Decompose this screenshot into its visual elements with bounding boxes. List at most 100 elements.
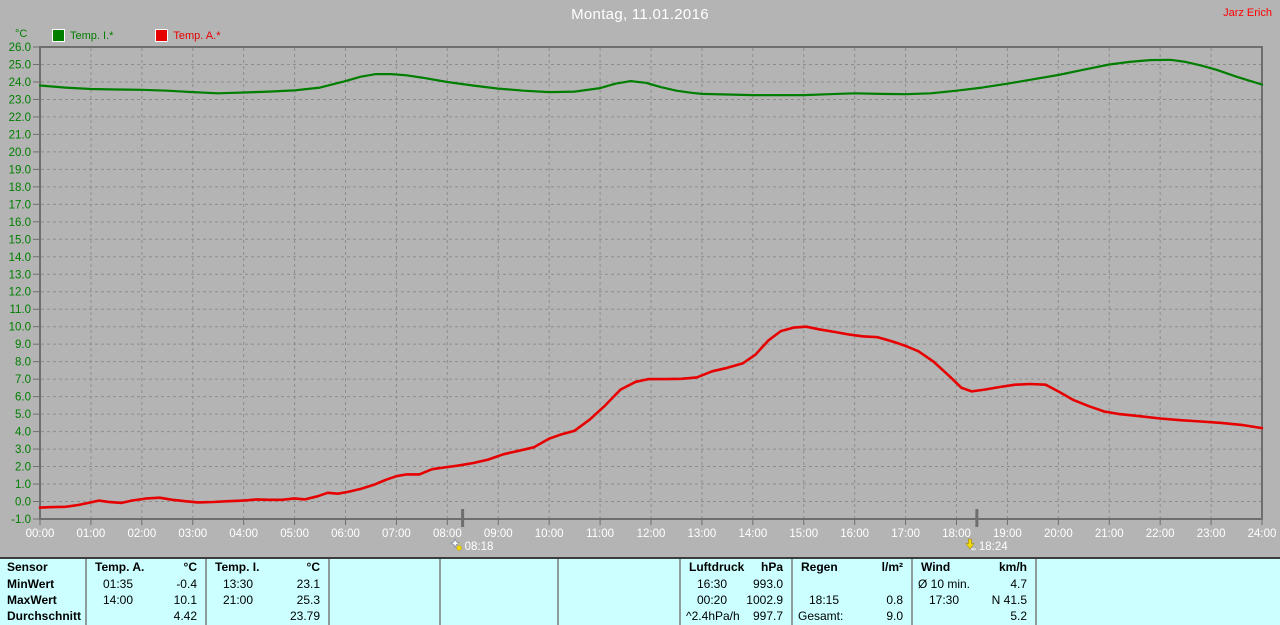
stats-cell-temp-i-avg: 23.79	[289, 609, 320, 623]
row-label-maxwert: MaxWert	[7, 593, 57, 607]
stats-cell-temp-i-max: 21:00 25.3	[223, 593, 320, 607]
stats-cell-spacer-2-min	[441, 576, 557, 592]
stats-header-temp-i: Temp. I. °C	[215, 560, 320, 574]
y-tick-label: 22.0	[9, 112, 31, 124]
x-tick-label: 06:00	[331, 528, 360, 540]
stats-cell-spacer-4-avg	[1037, 608, 1280, 624]
stats-cell-luftdruck-min: 16:30 993.0	[697, 577, 783, 591]
x-tick-label: 13:00	[688, 528, 717, 540]
x-tick-label: 03:00	[178, 528, 207, 540]
stats-cell-spacer-2-max	[441, 592, 557, 608]
stats-col-spacer-2	[441, 559, 559, 625]
stats-cell-temp-a-max: 14:00 10.1	[103, 593, 197, 607]
y-tick-label: 26.0	[9, 42, 31, 54]
y-tick-label: 7.0	[15, 374, 31, 386]
y-tick-label: 12.0	[9, 287, 31, 299]
y-tick-label: 2.0	[15, 462, 31, 474]
y-tick-label: 5.0	[15, 409, 31, 421]
y-tick-label: 16.0	[9, 217, 31, 229]
x-tick-label: 04:00	[229, 528, 258, 540]
temperature-chart: -1.0 0.0 1.0 2.0 3.0 4.0 5.0 6.0 7.0 8.0 9.0 10.0 11…	[9, 42, 1277, 553]
stats-cell-regen-min	[793, 576, 911, 592]
sunrise-icon	[450, 538, 462, 551]
stats-cell-spacer-1-min	[330, 576, 439, 592]
y-tick-label: 20.0	[9, 147, 31, 159]
row-label-sensor: Sensor	[7, 560, 48, 574]
y-tick-label: 15.0	[9, 234, 31, 246]
y-tick-label: 4.0	[15, 427, 31, 439]
stats-cell-spacer-4-min	[1037, 576, 1280, 592]
stats-col-temp-i: Temp. I. °C 13:30 23.1 21:00 25.3 23.79	[207, 559, 330, 625]
y-tick-label: 18.0	[9, 182, 31, 194]
y-tick-label: 19.0	[9, 164, 31, 176]
x-tick-label: 05:00	[280, 528, 309, 540]
series-temp-i	[38, 58, 1264, 97]
stats-col-spacer-3	[559, 559, 681, 625]
stats-cell-spacer-1-max	[330, 592, 439, 608]
stats-cell-temp-i-min: 13:30 23.1	[223, 577, 320, 591]
stats-header-spacer-3	[559, 559, 679, 576]
stats-cell-luftdruck-max: 00:20 1002.9	[697, 593, 783, 607]
stats-cell-spacer-1-avg	[330, 608, 439, 624]
x-tick-label: 24:00	[1248, 528, 1277, 540]
x-tick-label: 01:00	[77, 528, 106, 540]
page-title: Montag, 11.01.2016	[571, 6, 709, 23]
temp-i-swatch-icon	[52, 29, 65, 42]
x-tick-label: 21:00	[1095, 528, 1124, 540]
y-tick-label: 0.0	[15, 497, 31, 509]
y-tick-label: 24.0	[9, 77, 31, 89]
stats-cell-wind-max: 17:30 N 41.5	[929, 593, 1027, 607]
stats-cell-temp-a-min: 01:35 -0.4	[103, 577, 197, 591]
stats-col-spacer-4	[1037, 559, 1280, 625]
x-tick-label: 18:00	[942, 528, 971, 540]
stats-cell-luftdruck-avg: ^2.4hPa/h 997.7	[686, 609, 783, 623]
legend-item-temp-a: Temp. A.*	[155, 29, 220, 42]
x-tick-label: 07:00	[382, 528, 411, 540]
stats-header-regen: Regen l/m²	[801, 560, 903, 574]
y-tick-label: 17.0	[9, 199, 31, 211]
stats-cell-wind-avg: 5.2	[1010, 609, 1027, 623]
legend-label-temp-i: Temp. I.*	[70, 29, 114, 42]
stats-cell-spacer-2-avg	[441, 608, 557, 624]
x-tick-label: 15:00	[789, 528, 818, 540]
stats-cell-wind-min: Ø 10 min. 4.7	[918, 577, 1027, 591]
row-label-durchschnitt: Durchschnitt	[7, 609, 82, 623]
temp-a-swatch-icon	[155, 29, 169, 42]
x-tick-label: 11:00	[586, 528, 614, 540]
stats-cell-spacer-3-min	[559, 576, 679, 592]
y-tick-label: 11.0	[9, 304, 31, 316]
stats-col-luftdruck: Luftdruck hPa 16:30 993.0 00:20 1002.9 ^2.4hPa…	[681, 559, 793, 625]
y-tick-label: 14.0	[9, 252, 31, 264]
stats-header-wind: Wind km/h	[921, 560, 1027, 574]
stats-header-luftdruck: Luftdruck hPa	[689, 560, 783, 574]
series-temp-a	[38, 325, 1264, 509]
stats-cell-spacer-3-avg	[559, 608, 679, 624]
x-tick-label: 12:00	[637, 528, 666, 540]
stats-header-spacer-2	[441, 559, 557, 576]
x-tick-label: 10:00	[535, 528, 564, 540]
x-tick-label: 17:00	[891, 528, 920, 540]
legend-label-temp-a: Temp. A.*	[173, 29, 221, 42]
x-tick-label: 23:00	[1197, 528, 1226, 540]
stats-cell-regen-max: 18:15 0.8	[809, 593, 903, 607]
x-tick-label: 19:00	[993, 528, 1022, 540]
legend: Temp. I.* Temp. A.*	[52, 29, 262, 42]
stats-cell-spacer-3-max	[559, 592, 679, 608]
y-tick-label: 23.0	[9, 94, 31, 106]
legend-item-temp-i: Temp. I.*	[52, 29, 113, 42]
y-tick-label: 6.0	[15, 392, 31, 404]
stats-col-regen: Regen l/m² 18:15 0.8 Gesamt: 9.0	[793, 559, 913, 625]
stats-col-temp-a: Temp. A. °C 01:35 -0.4 14:00 10.1 4.42	[87, 559, 207, 625]
y-axis-unit: °C	[15, 28, 28, 40]
stats-table: Sensor MinWert MaxWert Durchschnitt Temp. A.…	[0, 557, 1280, 625]
y-tick-label: 13.0	[9, 269, 31, 281]
y-tick-label: 3.0	[15, 444, 31, 456]
y-tick-label: 21.0	[9, 129, 31, 141]
y-tick-label: 1.0	[15, 479, 31, 491]
user-name: Jarz Erich	[1223, 7, 1272, 19]
y-tick-label: 10.0	[9, 322, 31, 334]
y-tick-label: 25.0	[9, 59, 31, 71]
x-tick-label: 20:00	[1044, 528, 1073, 540]
stats-header-spacer-1	[330, 559, 439, 576]
